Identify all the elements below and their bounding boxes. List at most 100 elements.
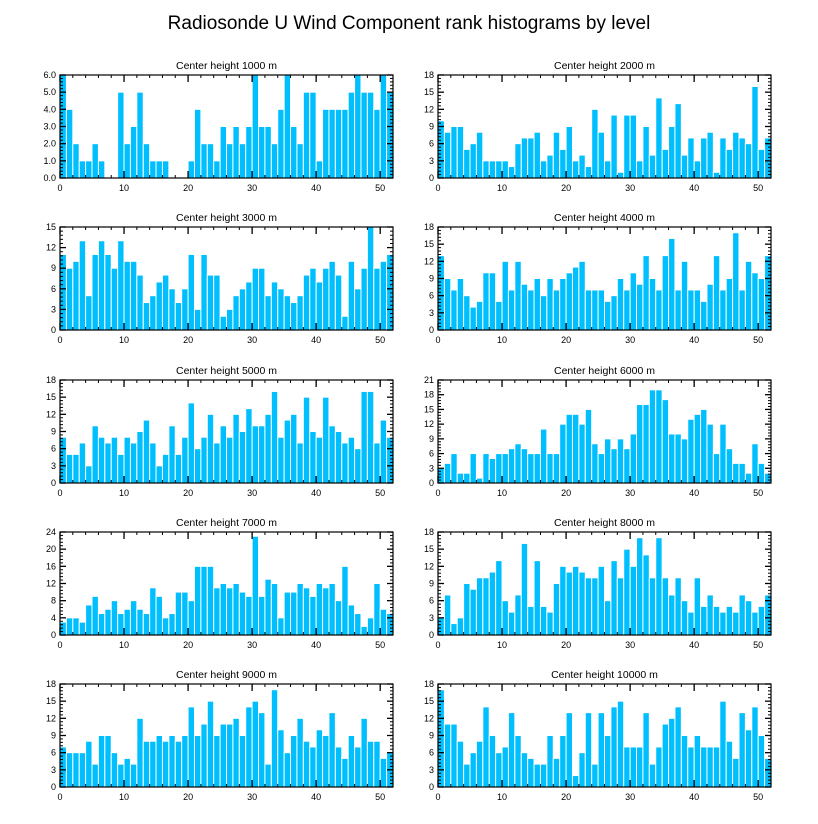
histogram-bar <box>129 763 138 788</box>
histogram-bar <box>219 723 228 788</box>
x-tick-label: 10 <box>119 640 129 650</box>
chart-panel-10: Center height 10000 m 0 10 20 30 40 50 0 3 6 9 12 15… <box>424 669 772 802</box>
y-tick-label: 12 <box>424 256 434 266</box>
histogram-bar <box>328 425 336 484</box>
histogram-bar <box>85 465 93 484</box>
histogram-bar <box>379 757 388 788</box>
histogram-bar <box>136 274 144 331</box>
histogram-bar <box>680 154 689 179</box>
histogram-bar <box>482 577 490 636</box>
histogram-bar <box>341 757 349 788</box>
histogram-bar <box>578 752 586 788</box>
histogram-bar <box>648 389 657 484</box>
histogram-bar <box>514 443 522 484</box>
histogram-bar <box>527 453 535 484</box>
histogram-bar <box>591 577 599 636</box>
y-tick-label: 3 <box>429 765 434 775</box>
histogram-bar <box>386 253 394 331</box>
histogram-bar <box>277 617 285 636</box>
panel-title: Center height 6000 m <box>554 365 655 377</box>
x-tick-label: 20 <box>183 640 193 650</box>
histogram-bar <box>123 608 131 636</box>
histogram-bar <box>193 448 202 484</box>
histogram-bar <box>360 717 368 788</box>
histogram-bar <box>623 289 631 331</box>
histogram-bar <box>520 752 529 788</box>
histogram-bar <box>193 565 202 636</box>
y-tick-label: 6 <box>429 139 434 149</box>
histogram-bar <box>104 735 112 788</box>
histogram-bar <box>482 160 490 179</box>
histogram-bar <box>379 260 388 331</box>
histogram-bar <box>571 160 580 179</box>
histogram-bar <box>507 611 516 636</box>
histogram-bar <box>354 448 362 484</box>
histogram-bar <box>738 462 746 484</box>
histogram-bar <box>238 431 247 484</box>
y-tick-label: 6 <box>51 444 56 454</box>
histogram-bar <box>482 272 490 331</box>
histogram-bar <box>636 283 644 331</box>
chart-panel-3: Center height 3000 m 0 10 20 30 40 50 0 3 6 9 12 15 <box>46 212 394 345</box>
x-tick-label: 10 <box>497 640 507 650</box>
histogram-bar <box>482 453 490 484</box>
histogram-bar <box>366 740 375 788</box>
histogram-bar <box>571 266 580 331</box>
histogram-bar <box>732 131 740 179</box>
histogram-bar <box>174 302 183 331</box>
histogram-bar <box>456 472 465 484</box>
panel-title: Center height 3000 m <box>176 212 277 224</box>
histogram-bar <box>648 278 657 331</box>
histogram-bar <box>642 554 650 636</box>
histogram-bar <box>302 274 311 331</box>
histogram-bar <box>328 583 336 636</box>
histogram-bar <box>296 143 304 179</box>
histogram-bar <box>366 617 375 636</box>
x-tick-label: 10 <box>119 792 129 802</box>
histogram-bar <box>290 735 298 788</box>
y-tick-label: 0 <box>51 325 56 335</box>
histogram-bar <box>85 604 93 636</box>
histogram-bar <box>136 91 144 179</box>
histogram-bar <box>719 700 727 788</box>
histogram-bar <box>155 465 163 484</box>
y-tick-label: 0 <box>429 478 434 488</box>
y-tick-label: 3 <box>429 463 434 473</box>
histogram-bar <box>456 740 465 788</box>
histogram-bar <box>136 608 144 636</box>
histogram-bar <box>437 617 445 636</box>
y-tick-label: 3.0 <box>43 122 56 132</box>
histogram-bar <box>565 126 573 179</box>
histogram-bar <box>309 746 317 788</box>
histogram-bar <box>206 413 215 484</box>
histogram-bar <box>65 752 74 788</box>
histogram-bar <box>129 126 138 179</box>
histogram-bar <box>655 746 663 788</box>
histogram-bar <box>661 148 670 179</box>
histogram-bar <box>751 443 759 484</box>
y-tick-label: 4 <box>51 613 56 623</box>
histogram-bar <box>347 735 356 788</box>
histogram-bar <box>155 160 163 179</box>
x-tick-label: 20 <box>183 792 193 802</box>
histogram-bar <box>507 289 516 331</box>
x-tick-label: 30 <box>625 335 635 345</box>
x-tick-label: 40 <box>689 640 699 650</box>
histogram-bar <box>123 143 131 179</box>
histogram-bar <box>674 433 682 484</box>
histogram-bar <box>315 160 324 179</box>
histogram-bar <box>366 390 375 484</box>
histogram-bar <box>322 108 330 179</box>
histogram-bar <box>469 143 477 179</box>
histogram-bar <box>97 613 106 636</box>
histogram-bar <box>706 131 714 179</box>
histogram-bar <box>328 712 336 788</box>
histogram-bar <box>687 137 695 179</box>
histogram-bar <box>161 617 170 636</box>
histogram-bar <box>117 240 125 331</box>
y-tick-label: 15 <box>46 392 56 402</box>
histogram-bar <box>725 278 734 331</box>
x-tick-label: 40 <box>311 640 321 650</box>
y-tick-label: 4.0 <box>43 104 56 114</box>
histogram-bar <box>322 267 330 331</box>
